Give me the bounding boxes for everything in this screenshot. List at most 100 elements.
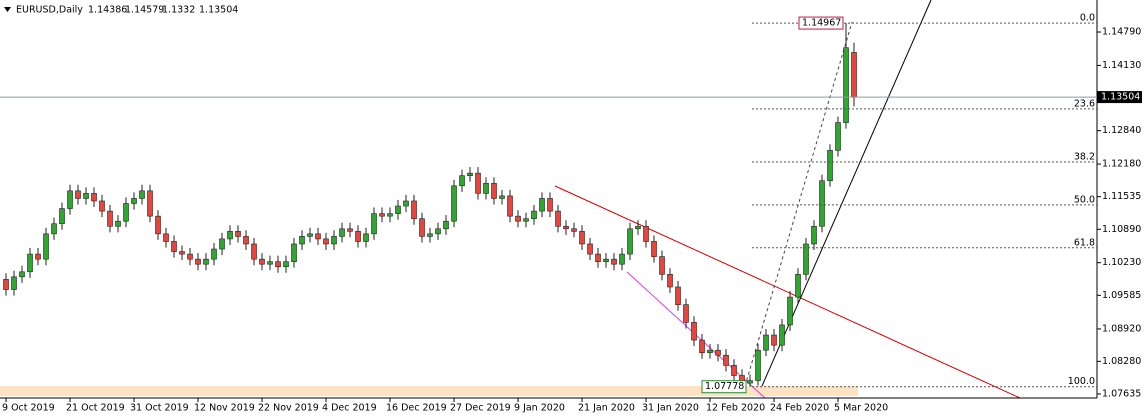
candle-body [723, 354, 729, 366]
candle-body [83, 193, 89, 199]
menu-triangle [4, 7, 11, 12]
candle-body [627, 228, 633, 255]
x-tick-label: 9 Jan 2020 [514, 403, 565, 414]
fib-price-label: 1.07778 [705, 381, 744, 392]
y-tick-label: 1.11535 [1102, 191, 1141, 202]
candle-body [659, 256, 665, 275]
trend-line [554, 185, 1021, 399]
candle-body [203, 258, 209, 265]
candle-body [731, 365, 737, 376]
y-tick-label: 1.14790 [1102, 27, 1141, 38]
candle-body [683, 304, 689, 323]
candle-body [667, 274, 673, 288]
candle-body [803, 243, 809, 275]
candle-body [747, 380, 753, 384]
candle-body [3, 279, 9, 290]
fib-level-label: 0.0 [1080, 13, 1095, 24]
candle-body [51, 223, 57, 235]
y-tick-label: 1.09585 [1102, 290, 1141, 301]
candle-body [603, 258, 609, 262]
y-tick-label: 1.14130 [1102, 60, 1141, 71]
candle-body [691, 322, 697, 341]
x-tick-label: 31 Oct 2019 [130, 403, 189, 414]
candle-body [499, 195, 505, 199]
candle-body [539, 198, 545, 212]
fib-level-label: 23.6 [1074, 98, 1095, 109]
candle-body [99, 200, 105, 212]
candle-body [531, 210, 537, 219]
candle-body [843, 47, 849, 123]
x-tick-label: 5 Mar 2020 [834, 403, 888, 414]
candle-body [187, 253, 193, 260]
y-tick-label: 1.08920 [1102, 323, 1141, 334]
x-tick-label: 21 Jan 2020 [578, 403, 635, 414]
fib-level-label: 38.2 [1074, 151, 1095, 162]
candle-body [91, 193, 97, 202]
candle-body [651, 241, 657, 257]
candle-body [11, 276, 17, 290]
ohlc-close: 1.13504 [199, 5, 238, 16]
candle-body [579, 231, 585, 245]
candle-body [227, 231, 233, 240]
y-tick-label: 1.12180 [1102, 159, 1141, 170]
candle-body [587, 243, 593, 255]
x-tick-label: 21 Oct 2019 [66, 403, 125, 414]
candle-body [795, 274, 801, 298]
ohlc-low: 1.1332 [162, 5, 195, 16]
candle-body [611, 258, 617, 265]
fib-level-label: 50.0 [1074, 194, 1095, 205]
candle-body [459, 175, 465, 187]
candle-body [139, 190, 145, 199]
candle-body [595, 253, 601, 262]
candle-body [643, 225, 649, 242]
candle-body [515, 215, 521, 222]
candle-body [763, 334, 769, 351]
candle-body [259, 258, 265, 265]
y-tick-label: 1.10890 [1102, 224, 1141, 235]
candle-body [243, 236, 249, 245]
x-tick-label: 24 Feb 2020 [770, 403, 829, 414]
y-tick-label: 1.07635 [1102, 388, 1141, 399]
candle-body [155, 215, 161, 235]
candle-body [307, 233, 313, 237]
candle-body [755, 349, 761, 381]
candle-body [819, 180, 825, 227]
candle-body [675, 286, 681, 305]
x-tick-label: 31 Jan 2020 [642, 403, 699, 414]
candle-body [67, 190, 73, 209]
candle-body [251, 243, 257, 260]
candle-body [427, 233, 433, 237]
candle-body [387, 213, 393, 217]
candle-body [235, 231, 241, 237]
candle-body [211, 248, 217, 260]
candle-body [379, 213, 385, 217]
y-tick-label: 1.10230 [1102, 257, 1141, 268]
candle-body [195, 258, 201, 265]
candle-body [547, 198, 553, 212]
candle-body [363, 233, 369, 242]
candle-body [467, 172, 473, 176]
candle-body [115, 220, 121, 227]
candle-body [219, 238, 225, 250]
candle-body [435, 228, 441, 235]
candle-body [131, 198, 137, 204]
candle-body [835, 122, 841, 151]
candle-body [171, 241, 177, 252]
candle-body [331, 236, 337, 245]
candle-body [851, 52, 857, 98]
candle-body [347, 228, 353, 232]
candle-body [699, 339, 705, 354]
candle-body [827, 150, 833, 182]
x-tick-label: 12 Feb 2020 [706, 403, 765, 414]
candle-body [555, 210, 561, 227]
candle-body [491, 182, 497, 199]
candle-body [411, 200, 417, 219]
candle-body [371, 213, 377, 235]
candle-body [771, 334, 777, 346]
fib-price-box [798, 16, 844, 30]
candle-body [147, 190, 153, 217]
candle-body [323, 238, 329, 245]
candle-body [475, 172, 481, 194]
fib-level-label: 100.0 [1068, 376, 1095, 387]
